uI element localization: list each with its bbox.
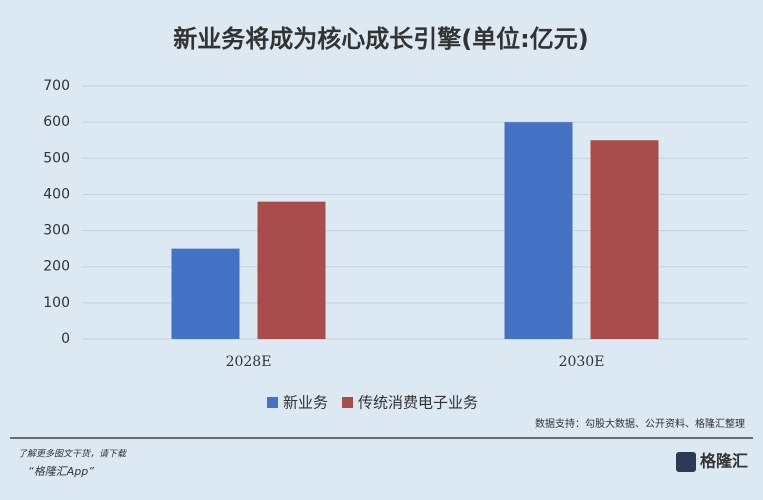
legend-label: 新业务 [283,394,328,412]
bar [257,201,326,339]
logo-icon [676,452,696,472]
source: 数据支持：勾股大数据、公开资料、格隆汇整理 [535,417,745,430]
legend-swatch [267,397,278,408]
logo: 格隆汇 [700,452,748,471]
bar [590,140,659,339]
bar [504,122,573,340]
y-tick-label: 200 [43,259,70,275]
y-tick-label: 600 [43,114,70,130]
chart-title: 新业务将成为核心成长引擎(单位:亿元) [173,25,589,53]
y-tick-label: 100 [43,295,70,311]
x-tick-label: 2028E [226,354,272,370]
y-tick-label: 500 [43,150,70,166]
legend-swatch [342,397,354,408]
bar [171,248,240,339]
x-tick-label: 2030E [559,354,605,370]
y-tick-label: 300 [43,223,70,239]
legend-label: 传统消费电子业务 [358,394,478,412]
y-tick-label: 400 [43,186,70,202]
y-tick-label: 0 [61,331,70,347]
footer-promo: 了解更多图文干货，请下载 [18,449,127,460]
y-tick-label: 700 [43,78,70,94]
footer-app: “格隆汇App” [28,465,94,478]
